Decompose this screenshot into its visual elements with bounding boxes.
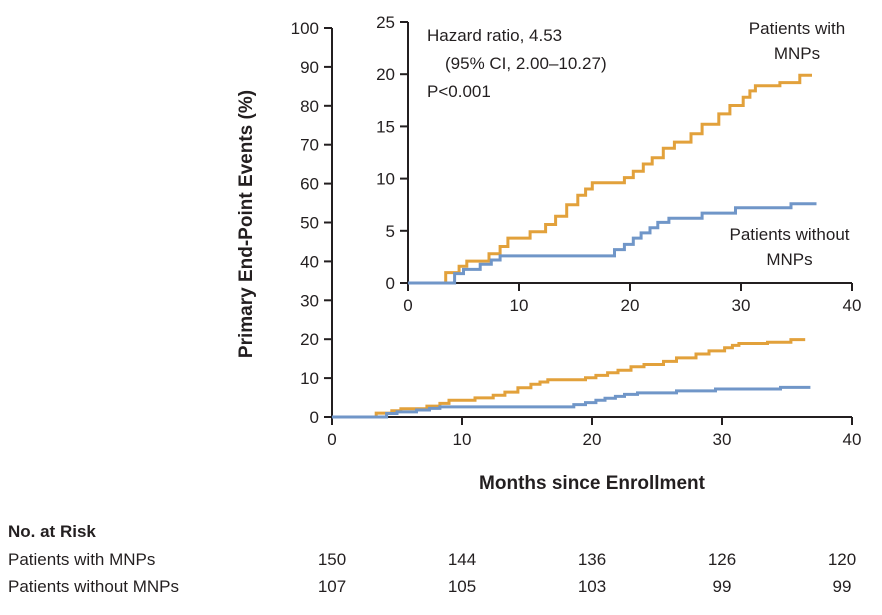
hazard-ratio-annotation: Hazard ratio, 4.53 (95% CI, 2.00–10.27) … xyxy=(427,22,607,106)
annotation-line-3: P<0.001 xyxy=(427,82,491,101)
y-tick-label: 10 xyxy=(376,170,395,189)
annotation-line-1: Hazard ratio, 4.53 xyxy=(427,26,563,45)
risk-value: 99 xyxy=(712,577,732,596)
x-axis-title: Months since Enrollment xyxy=(479,473,705,494)
y-tick-label: 20 xyxy=(300,330,319,349)
risk-value: 150 xyxy=(317,550,347,569)
risk-value: 105 xyxy=(447,577,477,596)
x-tick-label: 0 xyxy=(403,296,412,315)
y-tick-label: 5 xyxy=(386,222,395,241)
curve-with-mnps xyxy=(408,73,812,285)
y-tick-label: 0 xyxy=(386,274,395,293)
x-tick-label: 10 xyxy=(510,296,529,315)
y-tick-label: 80 xyxy=(300,97,319,116)
curve-without-mnps xyxy=(408,202,817,285)
risk-row-label-without-mnps: Patients without MNPs xyxy=(8,577,180,596)
y-tick-label: 70 xyxy=(300,136,319,155)
risk-value: 99 xyxy=(832,577,852,596)
risk-row-label-with-mnps: Patients with MNPs xyxy=(8,550,156,569)
risk-value: 103 xyxy=(577,577,607,596)
y-tick-label: 30 xyxy=(300,291,319,310)
y-tick-label: 60 xyxy=(300,175,319,194)
risk-value: 126 xyxy=(707,550,737,569)
series-label-without-mnps: Patients without MNPs xyxy=(729,225,850,269)
series-label-with-mnps: Patients with MNPs xyxy=(748,19,846,63)
y-tick-label: 25 xyxy=(376,13,395,32)
annotation-line-2: (95% CI, 2.00–10.27) xyxy=(445,54,607,73)
x-tick-label: 40 xyxy=(843,430,862,449)
y-tick-label: 10 xyxy=(300,369,319,388)
x-tick-label: 20 xyxy=(621,296,640,315)
curve-without-mnps xyxy=(332,385,811,419)
x-tick-label: 0 xyxy=(327,430,336,449)
x-tick-label: 30 xyxy=(732,296,751,315)
risk-value: 120 xyxy=(827,550,857,569)
curve-with-mnps xyxy=(332,338,806,419)
y-tick-label: 0 xyxy=(310,408,319,427)
y-tick-label: 20 xyxy=(376,65,395,84)
inset-chart: 0 10 20 30 40 0 5 10 15 20 25 xyxy=(376,13,862,315)
risk-table-title: No. at Risk xyxy=(8,522,96,541)
x-tick-label: 20 xyxy=(583,430,602,449)
risk-value: 107 xyxy=(317,577,347,596)
y-axis-title: Primary End-Point Events (%) xyxy=(236,89,257,359)
x-tick-label: 40 xyxy=(843,296,862,315)
y-tick-label: 100 xyxy=(291,19,319,38)
risk-value: 136 xyxy=(577,550,607,569)
x-tick-label: 30 xyxy=(713,430,732,449)
y-tick-label: 50 xyxy=(300,214,319,233)
x-tick-label: 10 xyxy=(453,430,472,449)
risk-value: 144 xyxy=(447,550,477,569)
y-tick-label: 15 xyxy=(376,117,395,136)
y-tick-label: 90 xyxy=(300,58,319,77)
y-tick-label: 40 xyxy=(300,252,319,271)
